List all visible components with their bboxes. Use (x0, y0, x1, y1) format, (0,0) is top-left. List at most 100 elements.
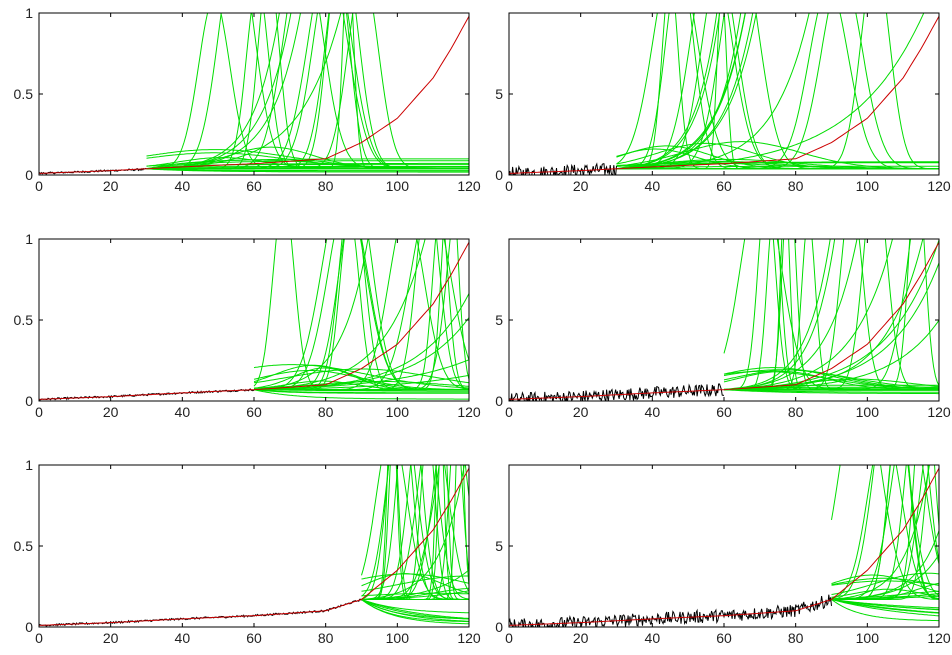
x-tick-label: 100 (856, 404, 880, 420)
x-tick-label: 20 (573, 630, 589, 646)
forecast-trajectory (723, 262, 939, 391)
forecast-trajectory (616, 13, 754, 170)
x-tick-label: 0 (35, 404, 43, 420)
forecast-trajectory (723, 369, 939, 390)
forecast-trajectory (616, 141, 939, 170)
x-tick-label: 100 (386, 630, 410, 646)
x-tick-label: 80 (788, 178, 804, 194)
x-tick-label: 40 (645, 178, 661, 194)
chart-panel-2: 0 20 40 60 80 100 120 0 5 (495, 12, 951, 194)
x-tick-label: 100 (386, 404, 410, 420)
x-tick-label: 60 (716, 630, 732, 646)
y-tick-label: 0.5 (14, 538, 34, 554)
forecast-trajectory (253, 389, 469, 394)
x-tick-label: 80 (318, 630, 334, 646)
chart-panel-1: 0 20 40 60 80 100 120 0 0.5 1 (14, 5, 481, 194)
x-tick-label: 120 (457, 178, 481, 194)
x-tick-label: 80 (318, 178, 334, 194)
forecast-trajectory (253, 389, 469, 394)
x-tick-label: 0 (35, 630, 43, 646)
chart-panel-6: 0 20 40 60 80 100 120 0 5 (495, 464, 951, 646)
forecast-trajectory (723, 387, 939, 391)
plot-area (39, 465, 469, 627)
observed-series (509, 594, 832, 627)
y-tick-label: 0 (25, 619, 33, 635)
forecast-trajectory (146, 158, 469, 170)
y-tick-label: 5 (495, 312, 503, 328)
forecast-trajectory (831, 599, 939, 617)
plot-background (39, 465, 469, 627)
y-tick-label: 0 (495, 393, 503, 409)
forecast-trajectory (831, 465, 930, 600)
forecast-trajectory (831, 588, 939, 598)
x-tick-label: 120 (927, 630, 951, 646)
forecast-trajectory (361, 575, 469, 592)
forecast-trajectory (361, 573, 469, 594)
x-tick-label: 100 (386, 178, 410, 194)
forecast-trajectory (616, 161, 939, 170)
reference-series (39, 467, 469, 626)
x-tick-label: 0 (505, 404, 513, 420)
chart-panel-3: 0 20 40 60 80 100 120 0 0.5 1 (14, 231, 481, 420)
y-tick-label: 0 (25, 167, 33, 183)
forecast-trajectory (253, 364, 469, 389)
x-tick-label: 0 (35, 178, 43, 194)
forecast-trajectory (361, 599, 469, 619)
forecast-trajectory (724, 389, 939, 393)
x-tick-label: 60 (716, 404, 732, 420)
y-tick-label: 1 (25, 231, 33, 247)
x-tick-label: 80 (788, 404, 804, 420)
forecast-trajectory (831, 572, 939, 595)
y-tick-label: 5 (495, 538, 503, 554)
x-tick-label: 40 (645, 630, 661, 646)
x-tick-label: 40 (175, 630, 191, 646)
x-tick-label: 20 (103, 178, 119, 194)
x-tick-label: 60 (246, 178, 262, 194)
forecast-trajectory (616, 165, 939, 170)
plot-background (509, 239, 939, 401)
reference-series (39, 241, 469, 400)
forecast-trajectory (361, 465, 469, 600)
y-tick-label: 0 (495, 619, 503, 635)
plot-area (509, 465, 939, 627)
x-tick-label: 100 (856, 178, 880, 194)
observed-series (509, 383, 725, 401)
forecast-trajectory (831, 465, 939, 600)
x-tick-label: 40 (175, 404, 191, 420)
plot-area (509, 13, 939, 175)
plot-area (39, 13, 469, 175)
reference-series (509, 467, 939, 626)
forecast-trajectory (616, 13, 746, 170)
forecast-trajectory (723, 239, 836, 391)
x-tick-label: 20 (573, 404, 589, 420)
reference-series (509, 241, 939, 400)
x-tick-label: 80 (788, 630, 804, 646)
forecast-trajectory (616, 13, 718, 170)
forecast-trajectory (361, 592, 469, 597)
x-tick-label: 40 (645, 404, 661, 420)
forecast-trajectory (831, 599, 939, 611)
forecast-trajectory (361, 599, 469, 622)
forecast-trajectory (146, 168, 469, 173)
forecast-trajectory (146, 13, 292, 170)
forecast-trajectory (831, 582, 939, 600)
forecast-trajectory (831, 530, 939, 600)
forecast-trajectory (831, 465, 939, 600)
x-tick-label: 60 (246, 404, 262, 420)
forecast-trajectory (616, 13, 721, 170)
plot-area (509, 239, 939, 401)
forecast-trajectory (146, 166, 469, 170)
x-tick-label: 80 (318, 404, 334, 420)
x-tick-label: 20 (103, 630, 119, 646)
y-tick-label: 5 (495, 86, 503, 102)
forecast-trajectory (146, 13, 301, 170)
x-tick-label: 60 (716, 178, 732, 194)
observed-series (509, 162, 617, 175)
x-tick-label: 100 (856, 630, 880, 646)
forecast-trajectory (831, 599, 939, 622)
forecast-trajectory (831, 574, 939, 593)
x-tick-label: 60 (246, 630, 262, 646)
x-tick-label: 40 (175, 178, 191, 194)
x-tick-label: 20 (103, 404, 119, 420)
